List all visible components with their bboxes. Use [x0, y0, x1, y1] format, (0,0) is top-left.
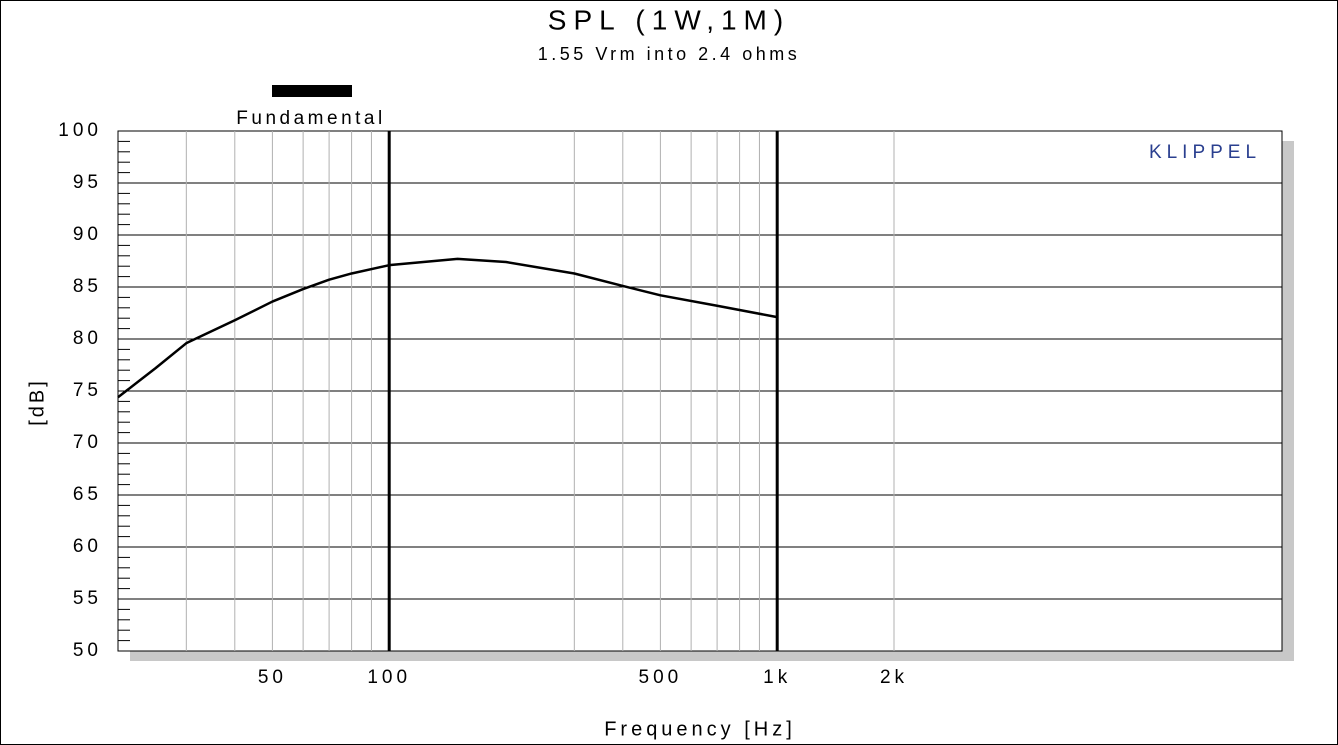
y-tick-label: 70: [73, 432, 102, 453]
y-tick-label: 85: [73, 276, 102, 297]
watermark: KLIPPEL: [1149, 142, 1261, 163]
chart-title: SPL (1W,1M): [548, 4, 790, 35]
chart-subtitle: 1.55 Vrm into 2.4 ohms: [538, 44, 800, 64]
y-tick-label: 55: [73, 588, 102, 609]
y-tick-label: 50: [73, 640, 102, 661]
x-tick-label: 2k: [880, 667, 908, 688]
x-tick-label: 50: [258, 667, 287, 688]
x-tick-label: 500: [639, 667, 683, 688]
y-tick-label: 95: [73, 172, 102, 193]
y-axis-label: [dB]: [26, 378, 48, 426]
y-tick-label: 80: [73, 328, 102, 349]
y-tick-label: 100: [58, 120, 102, 141]
y-tick-label: 60: [73, 536, 102, 557]
legend-swatch: [272, 85, 352, 97]
legend-label: Fundamental: [236, 108, 385, 129]
y-tick-label: 75: [73, 380, 102, 401]
y-tick-label: 90: [73, 224, 102, 245]
x-axis-label: Frequency [Hz]: [604, 718, 796, 740]
x-tick-label: 100: [367, 667, 411, 688]
series-line: [117, 257, 778, 399]
x-tick-label: 1k: [763, 667, 791, 688]
y-tick-label: 65: [73, 484, 102, 505]
